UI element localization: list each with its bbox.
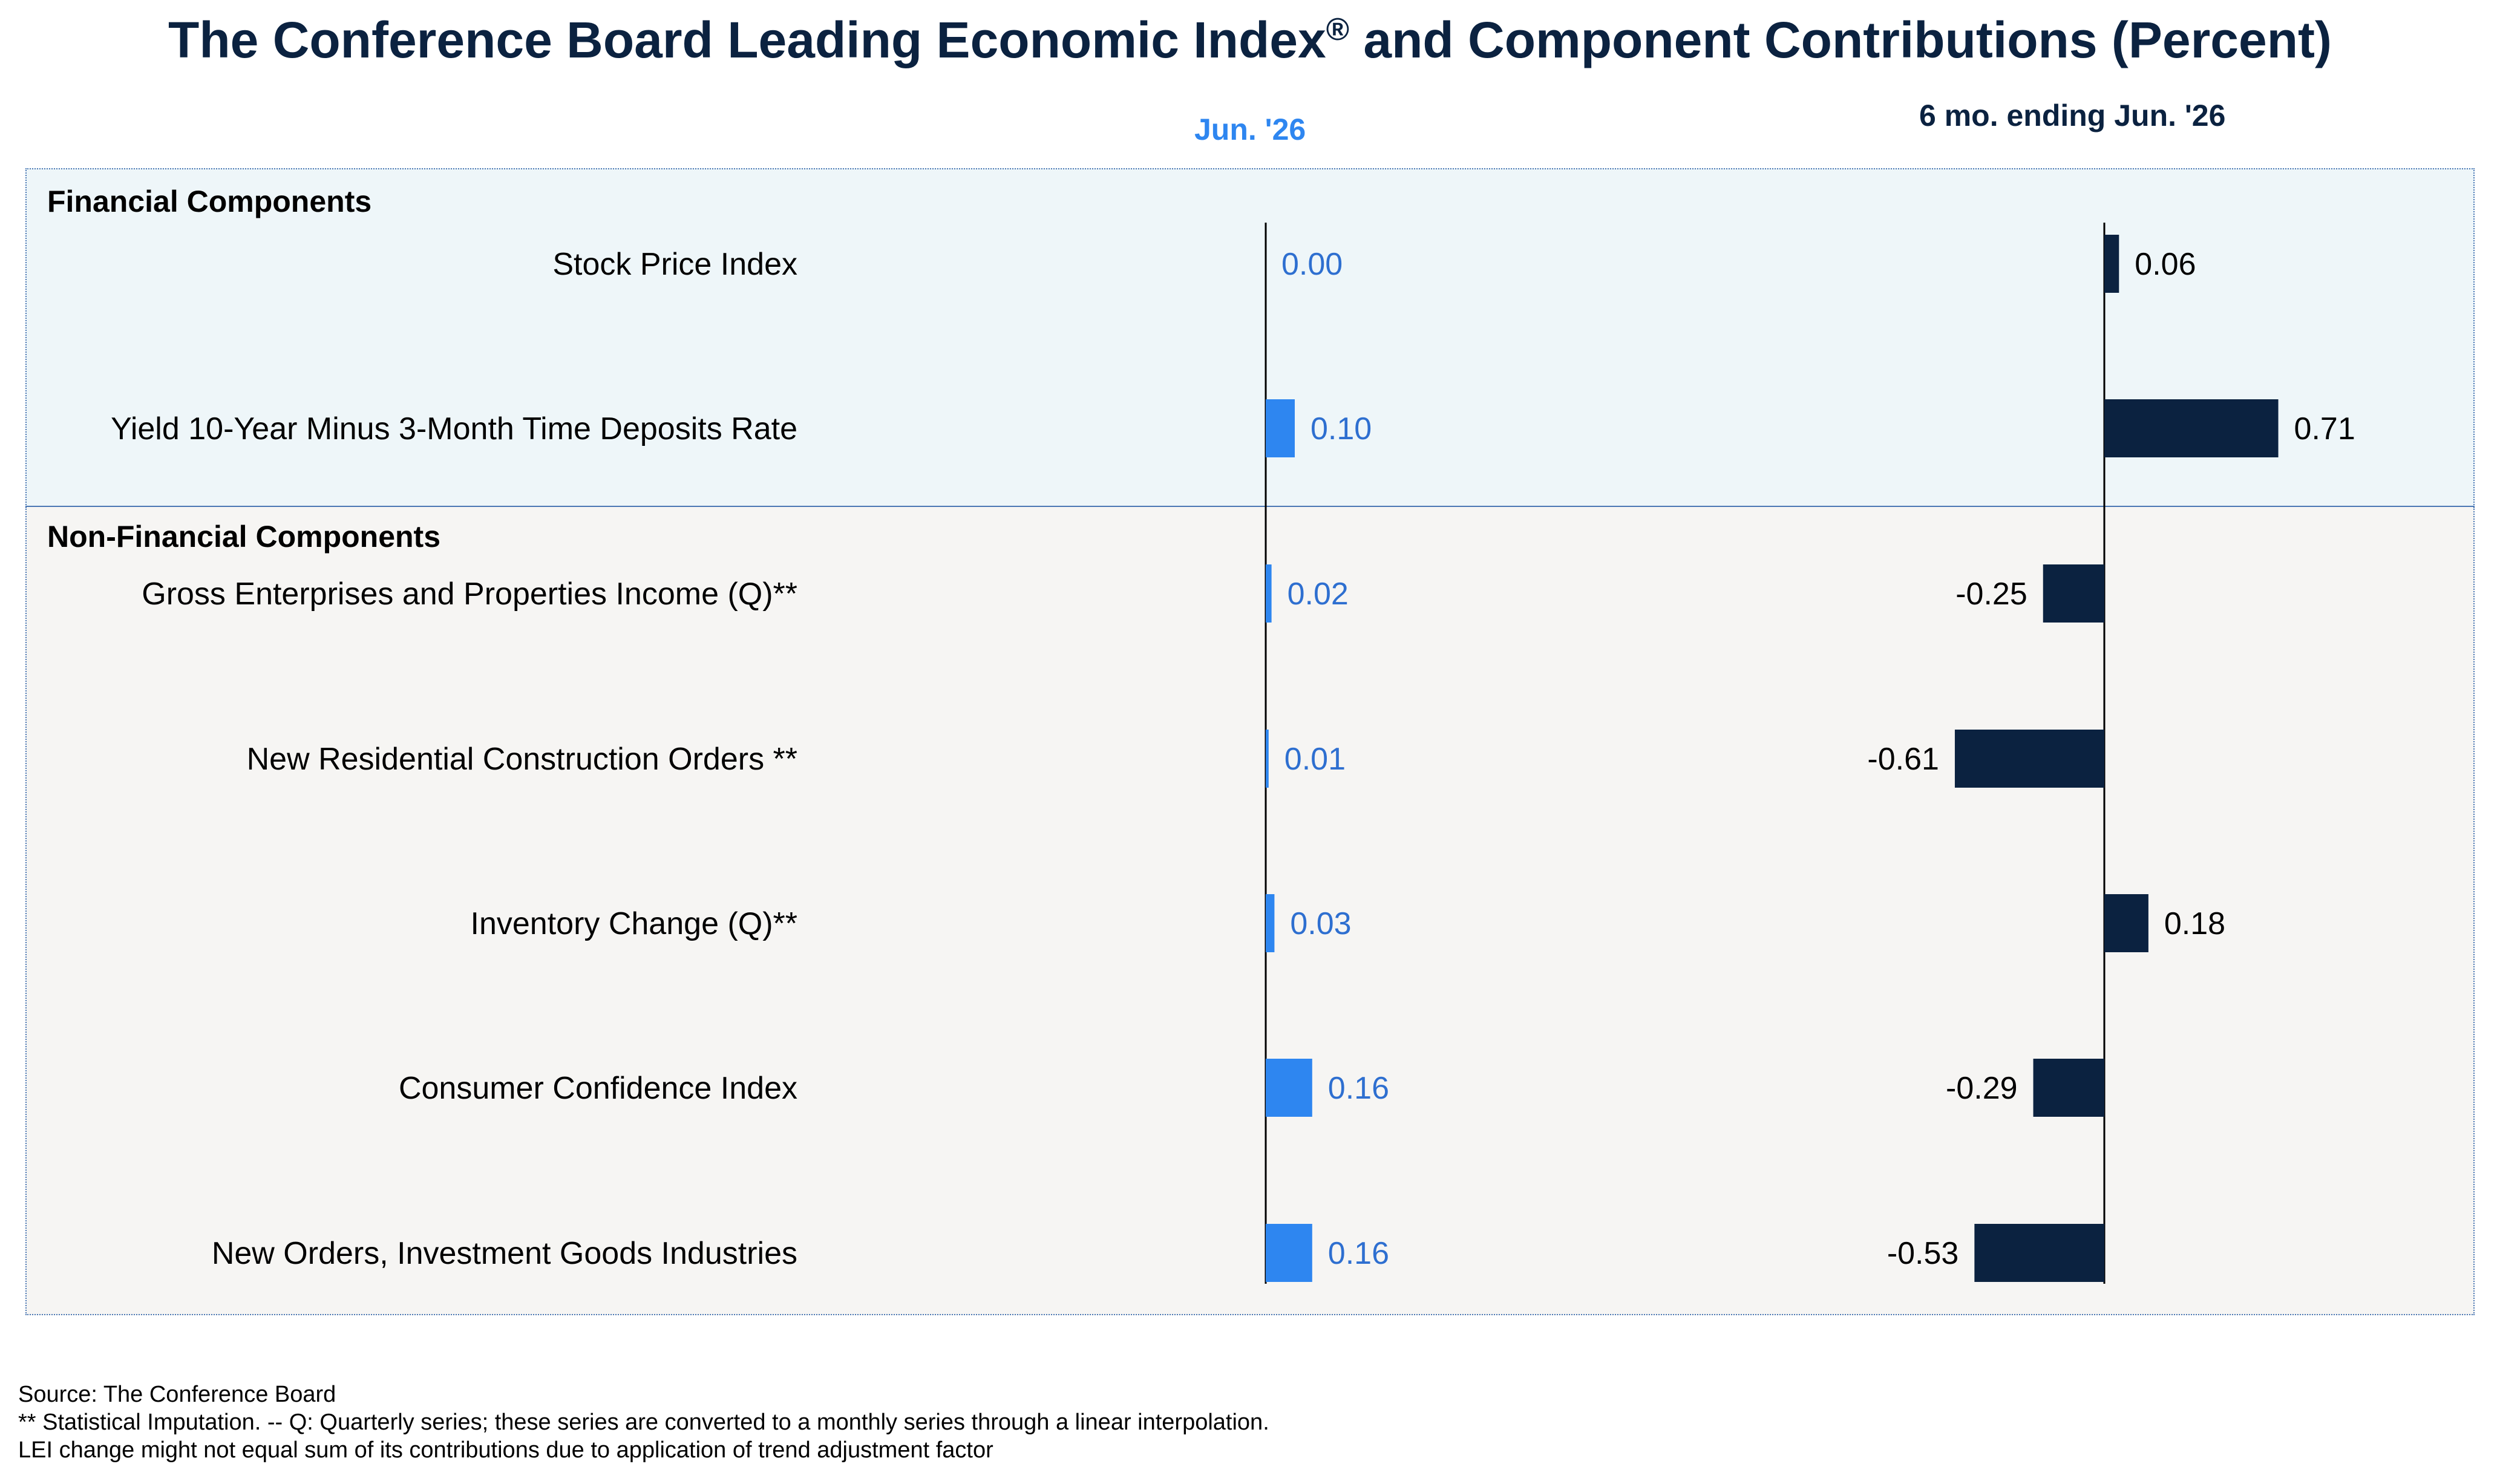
six-month-data-label: 0.18: [2164, 906, 2225, 941]
month-data-label: 0.16: [1328, 1071, 1389, 1106]
six-month-data-label: -0.25: [1955, 577, 2027, 612]
imputation-note: ** Statistical Imputation. -- Q: Quarter…: [18, 1408, 1269, 1436]
six-month-data-label: -0.61: [1867, 742, 1939, 777]
source-note: Source: The Conference Board: [18, 1381, 1269, 1408]
six-month-bar: [1955, 730, 2104, 788]
six-month-bar: [2043, 564, 2104, 623]
six-month-bar: [1974, 1224, 2104, 1282]
category-label: New Orders, Investment Goods Industries: [212, 1236, 797, 1271]
trend-note: LEI change might not equal sum of its co…: [18, 1436, 1269, 1464]
category-label: Gross Enterprises and Properties Income …: [142, 577, 797, 612]
month-data-label: 0.16: [1328, 1236, 1389, 1271]
six-month-data-label: -0.29: [1946, 1071, 2018, 1106]
category-label: Stock Price Index: [552, 247, 797, 282]
month-bar: [1266, 564, 1272, 623]
month-bar: [1266, 1059, 1312, 1117]
six-month-data-label: 0.71: [2294, 411, 2355, 446]
month-bar: [1266, 894, 1274, 952]
six-month-data-label: -0.53: [1887, 1236, 1959, 1271]
six-month-data-label: 0.06: [2135, 247, 2196, 282]
month-data-label: 0.00: [1281, 247, 1343, 282]
category-label: New Residential Construction Orders **: [247, 742, 797, 777]
six-month-bar: [2104, 399, 2279, 457]
month-data-label: 0.02: [1288, 577, 1349, 612]
month-bar: [1266, 730, 1269, 788]
category-label: Consumer Confidence Index: [399, 1071, 797, 1106]
six-month-bar: [2104, 894, 2148, 952]
six-month-bar: [2034, 1059, 2104, 1117]
category-label: Yield 10-Year Minus 3-Month Time Deposit…: [111, 411, 797, 446]
month-bar: [1266, 1224, 1312, 1282]
month-data-label: 0.01: [1284, 742, 1346, 777]
month-bar: [1266, 399, 1295, 457]
category-label: Inventory Change (Q)**: [471, 906, 798, 941]
footer: Source: The Conference Board ** Statisti…: [18, 1381, 1269, 1464]
six-month-bar: [2104, 235, 2119, 293]
month-data-label: 0.03: [1290, 906, 1351, 941]
month-data-label: 0.10: [1311, 411, 1372, 446]
